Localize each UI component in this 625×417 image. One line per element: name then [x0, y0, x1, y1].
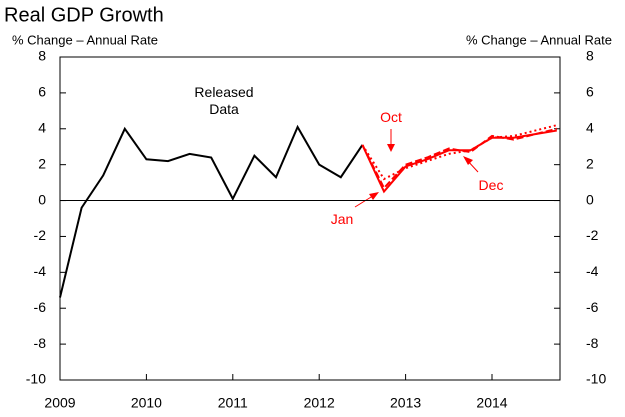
chart-title: Real GDP Growth [4, 4, 164, 26]
y-tick-label: 2 [38, 155, 46, 171]
series-annotation: Oct [380, 109, 402, 125]
x-tick-label: 2009 [44, 395, 75, 411]
y2-tick-label: -6 [586, 299, 599, 315]
y2-tick-label: 8 [586, 48, 594, 64]
x-tick-label: 2012 [304, 395, 335, 411]
y2-tick-label: -10 [586, 371, 606, 387]
y2-tick-label: 6 [586, 84, 594, 100]
x-tick-label: 2013 [390, 395, 421, 411]
y-tick-label: -10 [26, 371, 46, 387]
y-tick-label: 0 [38, 191, 46, 207]
series-line [59, 124, 364, 298]
series-annotation: Dec [478, 177, 504, 193]
x-tick-label: 2011 [218, 395, 248, 411]
y2-tick-label: -2 [586, 227, 599, 243]
y2-tick-label: 0 [586, 191, 594, 207]
y2-tick-label: 4 [586, 119, 594, 135]
series-line [361, 129, 557, 194]
y2-tick-label: -4 [586, 263, 599, 279]
series-line [361, 124, 558, 181]
y-tick-label: 8 [38, 48, 46, 64]
y-tick-label: -8 [34, 335, 47, 351]
y-tick-label: -6 [34, 299, 47, 315]
y-tick-label: 6 [38, 84, 46, 100]
y2-tick-label: 2 [586, 155, 594, 171]
arrow-head [463, 156, 473, 165]
series-line [361, 127, 558, 190]
arrow-head [387, 144, 395, 152]
x-tick-label: 2014 [476, 395, 507, 411]
series-annotation: Released Data [194, 84, 254, 117]
y2-tick-label: -8 [586, 335, 599, 351]
x-tick-label: 2010 [131, 395, 162, 411]
y-axis-label: % Change – Annual Rate [12, 32, 158, 47]
series-annotation: Jan [330, 211, 354, 227]
y-tick-label: -2 [34, 227, 47, 243]
plot-frame [59, 56, 561, 381]
y-tick-label: -4 [34, 263, 47, 279]
arrow-head [369, 192, 379, 200]
y2-axis-label: % Change – Annual Rate [466, 32, 612, 47]
y-tick-label: 4 [38, 119, 46, 135]
